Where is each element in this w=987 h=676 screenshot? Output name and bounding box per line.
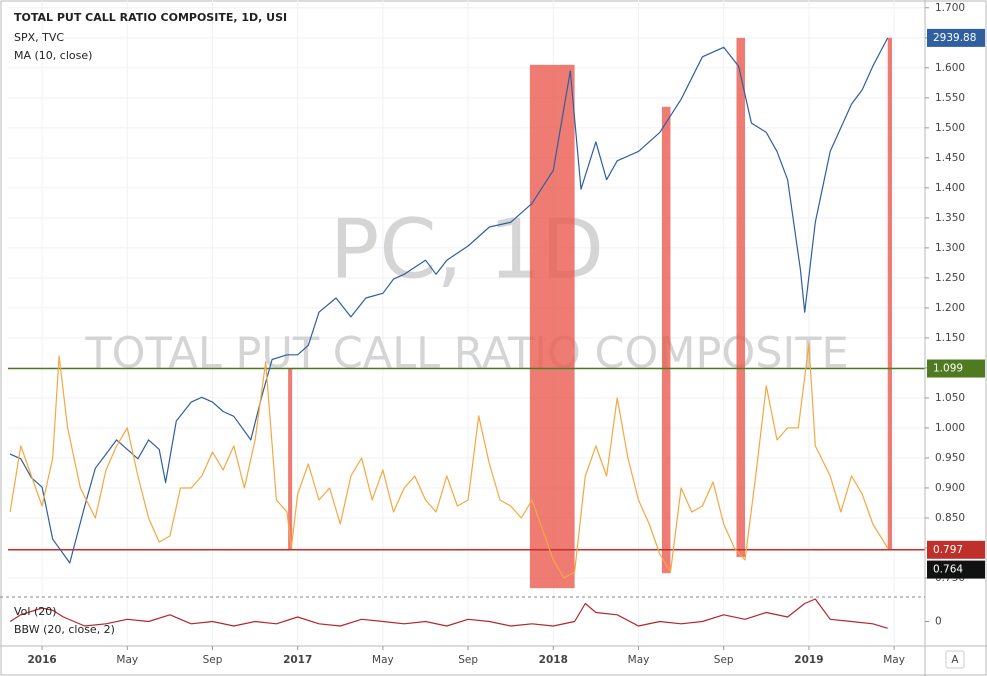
x-tick-label: 2019 bbox=[794, 654, 823, 666]
x-tick-label: May bbox=[883, 654, 905, 666]
y-tick-label: 1.550 bbox=[935, 92, 965, 104]
x-tick-label: 2016 bbox=[27, 654, 56, 666]
x-tick-label: Sep bbox=[203, 654, 223, 666]
auto-scale-button[interactable] bbox=[945, 650, 965, 669]
price-label: 0.764 bbox=[933, 564, 963, 576]
auto-scale-button-label[interactable]: A bbox=[951, 654, 959, 666]
y-tick-label: 1.050 bbox=[935, 392, 965, 404]
y-tick-label: 1.400 bbox=[935, 182, 965, 194]
legend-entry: MA (10, close) bbox=[14, 49, 92, 62]
highlight bbox=[288, 368, 293, 550]
y-tick-label: 1.250 bbox=[935, 272, 965, 284]
highlight bbox=[736, 37, 746, 557]
price-label-box bbox=[927, 28, 985, 47]
highlight bbox=[529, 64, 575, 589]
y-tick-label: 1.450 bbox=[935, 152, 965, 164]
y-tick-label: 0.950 bbox=[935, 452, 965, 464]
y-tick-label: 0.900 bbox=[935, 482, 965, 494]
series-line bbox=[9, 343, 889, 579]
watermark-name: TOTAL PUT CALL RATIO COMPOSITE bbox=[84, 329, 848, 379]
price-label-box bbox=[927, 540, 985, 559]
x-tick-label: Sep bbox=[458, 654, 478, 666]
y-tick-label: 1.150 bbox=[935, 332, 965, 344]
pane-label: Vol (20) bbox=[14, 605, 57, 618]
y-tick-label: 1.700 bbox=[935, 2, 965, 14]
highlight bbox=[661, 106, 671, 574]
price-label: 2939.88 bbox=[933, 32, 976, 44]
x-tick-label: May bbox=[628, 654, 650, 666]
y-tick-label: 1.600 bbox=[935, 62, 965, 74]
price-label-box bbox=[927, 359, 985, 378]
y-tick-label: 1.500 bbox=[935, 122, 965, 134]
y-tick-label: 1.200 bbox=[935, 302, 965, 314]
x-tick-label: 2018 bbox=[539, 654, 568, 666]
pane-label: BBW (20, close, 2) bbox=[14, 623, 115, 636]
series-line bbox=[9, 598, 888, 629]
y-tick-label: 0.850 bbox=[935, 512, 965, 524]
grid bbox=[8, 0, 925, 644]
x-tick-label: May bbox=[116, 654, 138, 666]
plot bbox=[8, 37, 925, 629]
price-label-box bbox=[927, 560, 985, 579]
y-tick-label: 1.000 bbox=[935, 422, 965, 434]
x-tick-label: 2017 bbox=[283, 654, 312, 666]
chart-title: TOTAL PUT CALL RATIO COMPOSITE, 1D, USI bbox=[14, 11, 287, 24]
x-tick-label: Sep bbox=[714, 654, 734, 666]
x-tick-label: May bbox=[372, 654, 394, 666]
price-label: 1.099 bbox=[933, 363, 963, 375]
series-line bbox=[9, 37, 889, 564]
y-tick-label: 1.350 bbox=[935, 212, 965, 224]
price-label: 0.797 bbox=[933, 544, 963, 556]
highlight bbox=[887, 37, 892, 550]
y-tick-label: 1.300 bbox=[935, 242, 965, 254]
y-tick-label: 0 bbox=[935, 616, 942, 628]
legend-entry: SPX, TVC bbox=[14, 31, 64, 44]
